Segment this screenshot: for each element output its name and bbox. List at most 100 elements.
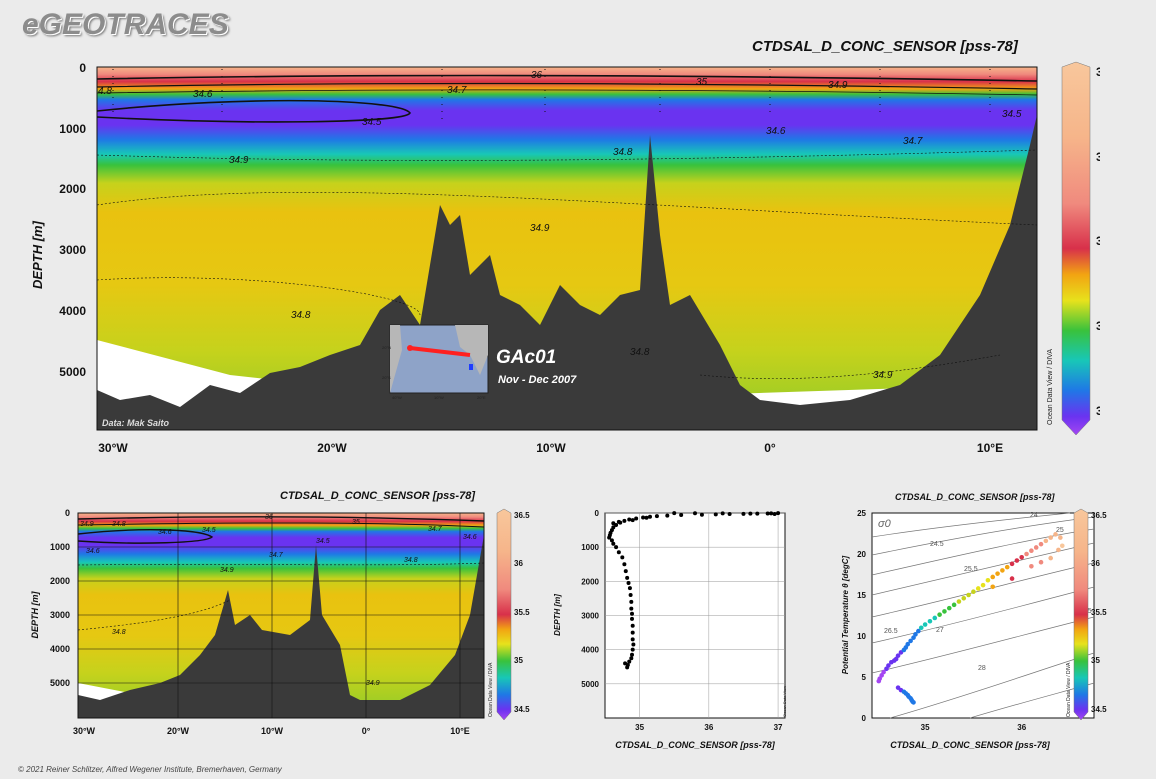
data-point bbox=[630, 623, 635, 628]
small-section-title: CTDSAL_D_CONC_SENSOR [pss-78] bbox=[280, 490, 475, 502]
data-point bbox=[951, 602, 957, 608]
data-point bbox=[975, 586, 981, 591]
colorbar-tick: 36.5 bbox=[1096, 65, 1100, 79]
data-point bbox=[625, 665, 630, 670]
data-point bbox=[1048, 535, 1053, 540]
x-tick: 10°W bbox=[261, 726, 284, 736]
colorbar-tick: 36 bbox=[1096, 150, 1100, 164]
data-point bbox=[922, 622, 928, 627]
data-point bbox=[971, 589, 976, 595]
y-tick: 5000 bbox=[581, 680, 599, 689]
small-contour-lines bbox=[77, 516, 485, 631]
data-point bbox=[1056, 547, 1061, 553]
y-tick: 2000 bbox=[50, 576, 70, 586]
data-point bbox=[776, 511, 781, 516]
data-credit: Data: Mak Saito bbox=[102, 418, 170, 428]
small-y-axis-label: DEPTH [m] bbox=[30, 590, 40, 638]
data-point bbox=[1048, 555, 1053, 561]
profile-grid bbox=[605, 512, 785, 718]
small-colorbar: Ocean Data View / DIVA bbox=[488, 508, 512, 721]
data-point bbox=[720, 511, 725, 516]
data-point bbox=[990, 584, 996, 590]
data-point bbox=[622, 518, 627, 523]
bathymetry bbox=[97, 115, 1037, 430]
data-point bbox=[1029, 548, 1034, 554]
y-tick: 2000 bbox=[59, 182, 86, 196]
contour-label: 34.8 bbox=[291, 310, 311, 321]
y-tick: 5 bbox=[862, 673, 867, 682]
data-point bbox=[961, 595, 967, 601]
data-point bbox=[623, 569, 628, 574]
y-tick: 3000 bbox=[50, 610, 70, 620]
contour-label: 34.8 bbox=[112, 521, 126, 528]
contour-label: 34.9 bbox=[229, 155, 249, 166]
y-tick: 0 bbox=[595, 509, 600, 518]
data-point bbox=[630, 611, 634, 616]
data-point bbox=[1059, 543, 1065, 549]
profile-y-axis-label: DEPTH [m] bbox=[553, 594, 562, 636]
contour-label: 34.8 bbox=[613, 147, 633, 158]
main-section-title: CTDSAL_D_CONC_SENSOR [pss-78] bbox=[752, 38, 1018, 55]
y-tick: 15 bbox=[857, 591, 866, 600]
isopycnal-label: 27 bbox=[936, 627, 944, 634]
contour-label: 34.6 bbox=[463, 534, 477, 541]
data-point bbox=[622, 562, 627, 567]
data-point bbox=[654, 514, 659, 519]
contour-label: 34.9 bbox=[80, 521, 94, 528]
colorbar-tick: 35.5 bbox=[1091, 608, 1107, 617]
y-tick: 4000 bbox=[581, 646, 599, 655]
profile-x-ticks: 35 36 37 bbox=[635, 723, 783, 732]
data-point bbox=[630, 647, 635, 652]
small-plot-frame bbox=[77, 512, 485, 719]
data-point bbox=[627, 517, 632, 522]
data-point bbox=[942, 609, 947, 614]
ts-y-axis-label: Potential Temperature θ [degC] bbox=[841, 555, 850, 674]
isopycnal-label: 24 bbox=[1030, 512, 1038, 519]
contour-label: 34.5 bbox=[1002, 109, 1022, 120]
y-tick: 3000 bbox=[581, 612, 599, 621]
contour-label: 34.9 bbox=[366, 680, 380, 687]
data-point bbox=[911, 700, 916, 705]
x-tick: 0° bbox=[362, 726, 371, 736]
contour-label: 4.8 bbox=[98, 86, 112, 97]
data-point bbox=[913, 632, 918, 637]
colorbar-ticks: 36.5 36 35.5 35 34.5 bbox=[1096, 65, 1100, 418]
data-point bbox=[727, 512, 732, 517]
y-tick: 0 bbox=[65, 508, 70, 518]
colorbar-tick: 34.5 bbox=[514, 705, 530, 714]
data-point bbox=[629, 599, 634, 604]
small-colorbar-ticks: 36.5 36 35.5 35 34.5 bbox=[514, 511, 530, 714]
data-point bbox=[1029, 564, 1034, 569]
data-point bbox=[625, 575, 630, 580]
data-point bbox=[1053, 532, 1058, 537]
data-point bbox=[895, 653, 901, 658]
cruise-name: GAc01 bbox=[496, 347, 556, 368]
x-tick: 10°E bbox=[977, 441, 1003, 455]
x-tick: 36 bbox=[1017, 723, 1026, 732]
main-colorbar: Ocean Data View / DIVA bbox=[1047, 61, 1091, 436]
ts-title: CTDSAL_D_CONC_SENSOR [pss-78] bbox=[895, 492, 1055, 502]
data-point bbox=[990, 574, 996, 580]
x-tick: 37 bbox=[774, 723, 783, 732]
y-tick: 5000 bbox=[50, 678, 70, 688]
data-point bbox=[609, 538, 614, 543]
y-tick: 0 bbox=[862, 714, 867, 723]
ts-points bbox=[876, 532, 1065, 705]
data-point bbox=[611, 521, 616, 526]
profile-plot: 0 1000 2000 3000 4000 5000 35 36 37 DEPTH [m] C… bbox=[553, 509, 787, 750]
y-tick: 10 bbox=[857, 632, 866, 641]
colorbar-tick: 35.5 bbox=[514, 608, 530, 617]
contour-label: 34.8 bbox=[404, 557, 418, 564]
isopycnal-label: 25 bbox=[1056, 527, 1064, 534]
inset-lat-label: 20°S bbox=[382, 375, 391, 380]
egeotraces-logo: eGEOTRACES bbox=[22, 8, 229, 41]
y-tick: 1000 bbox=[50, 542, 70, 552]
y-tick: 25 bbox=[857, 509, 866, 518]
data-point bbox=[1043, 538, 1049, 544]
colorbar-tick: 36 bbox=[1091, 559, 1100, 568]
small-grid bbox=[78, 513, 484, 718]
small-y-ticks: 0 1000 2000 3000 4000 5000 bbox=[50, 508, 70, 688]
inset-lon-label: 40°W bbox=[392, 395, 402, 400]
sigma-symbol: σ0 bbox=[878, 518, 892, 530]
inset-lon-label: 20°E bbox=[477, 395, 486, 400]
